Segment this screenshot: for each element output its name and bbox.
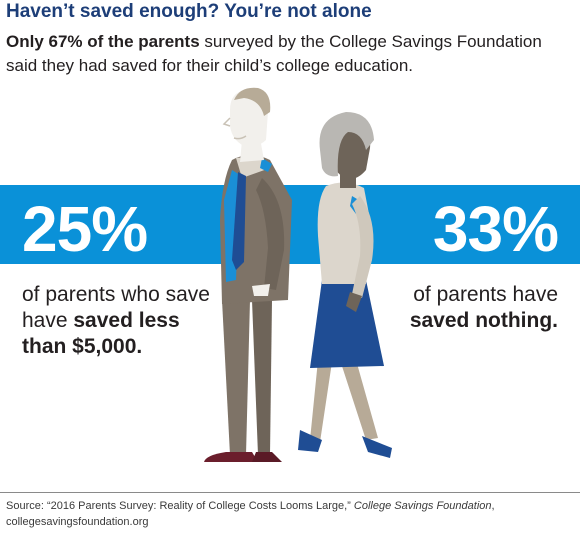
woman-skirt [310, 280, 384, 368]
stat-right-line1: of parents have [413, 283, 558, 306]
stat-right-description: of parents have saved nothing. [358, 282, 558, 334]
stat-right-line2-bold: saved nothing. [409, 309, 558, 332]
stat-left-line1: of parents who save [22, 283, 210, 306]
stat-left-percent: 25% [22, 193, 148, 265]
stat-left-line2-bold: saved less [73, 309, 180, 332]
man-tie [232, 172, 246, 270]
stat-left-description: of parents who save have saved less than $… [22, 282, 232, 360]
stat-left-line2-plain: have [22, 309, 74, 332]
woman-figure [298, 112, 392, 458]
source-publication: College Savings Foundation [353, 500, 492, 512]
intro-text: Only 67% of the parents surveyed by the … [6, 30, 566, 78]
man-figure [204, 87, 292, 462]
man-shoe-back [252, 452, 282, 462]
stat-right-percent: 33% [432, 193, 559, 265]
man-shoe-front [204, 452, 258, 462]
intro-rest: surveyed by the College Savings Foundati… [6, 32, 542, 75]
woman-shoe-left [298, 430, 322, 452]
stat-left-line3-bold: than $5,000. [22, 335, 143, 358]
woman-shoe-right [362, 436, 392, 458]
headline: Haven’t saved enough? You’re not alone [6, 1, 372, 22]
source-note: Source: “2016 Parents Survey: Reality of… [6, 498, 571, 530]
source-suffix: , [491, 500, 495, 512]
intro-lead-bold: Only 67% of the parents [6, 32, 200, 51]
parents-illustration [204, 87, 392, 462]
source-divider [0, 492, 580, 493]
source-url: collegesavingsfoundation.org [6, 516, 149, 528]
source-prefix: Source: “2016 Parents Survey: Reality of… [6, 500, 354, 512]
